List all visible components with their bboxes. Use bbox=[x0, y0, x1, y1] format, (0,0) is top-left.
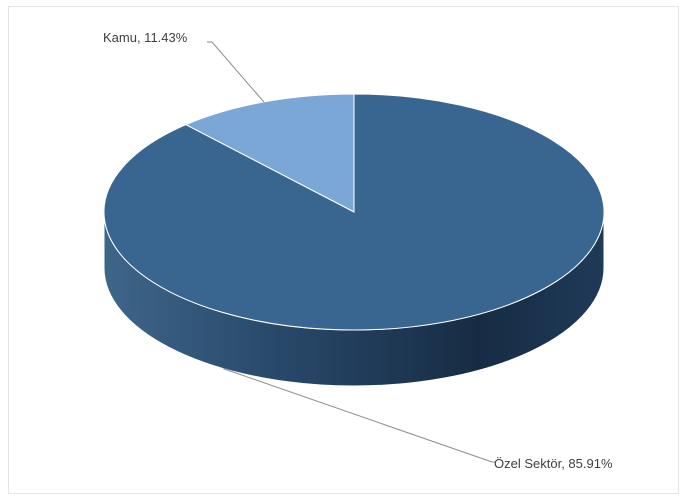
slice-ozel-sektor bbox=[103, 93, 605, 331]
leader-line-kamu bbox=[207, 41, 265, 103]
data-label-ozel-sektor: Özel Sektör, 85.91% bbox=[494, 456, 613, 471]
slice-kamu bbox=[184, 93, 355, 213]
data-label-kamu: Kamu, 11.43% bbox=[103, 30, 188, 45]
leader-line-ozel-sektor bbox=[223, 368, 496, 463]
